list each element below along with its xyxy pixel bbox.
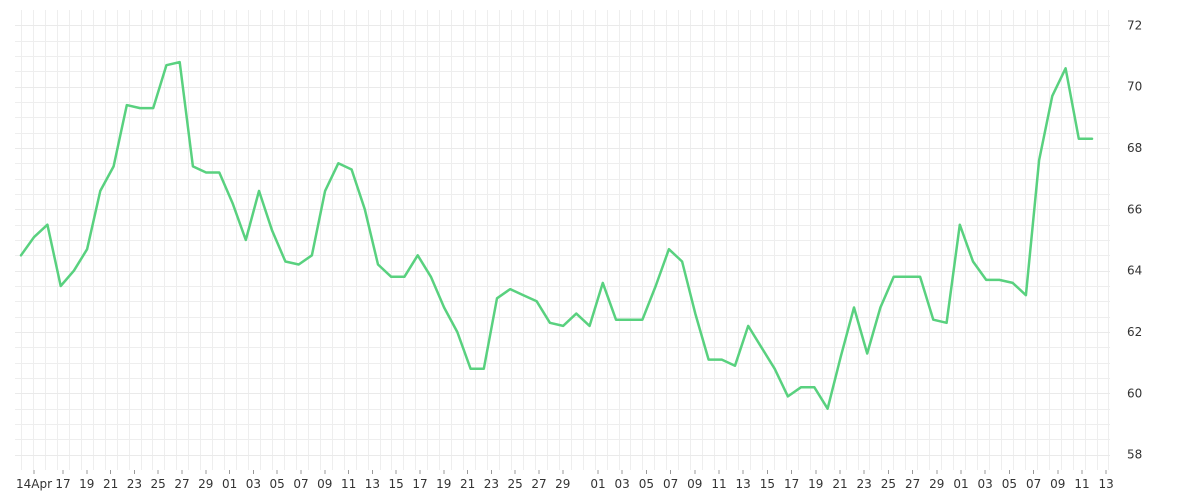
x-tick-label: 13: [1099, 477, 1114, 491]
y-tick-label: 70: [1127, 80, 1142, 94]
x-tick-label: 05: [270, 477, 285, 491]
x-tick-label: 13: [365, 477, 380, 491]
y-tick-label: 66: [1127, 202, 1142, 216]
x-tick-label: 29: [555, 477, 570, 491]
y-tick-label: 60: [1127, 386, 1142, 400]
x-tick-label: 27: [531, 477, 546, 491]
x-tick-label: 29: [198, 477, 213, 491]
x-tick-label: 17: [55, 477, 70, 491]
x-tick-label: 17: [784, 477, 799, 491]
x-tick-label: 05: [639, 477, 654, 491]
x-tick-label: 13: [736, 477, 751, 491]
y-tick-label: 68: [1127, 141, 1142, 155]
x-tick-label: 07: [663, 477, 678, 491]
x-tick-label: 17: [412, 477, 427, 491]
x-tick-label: 03: [978, 477, 993, 491]
x-tick-label: 19: [808, 477, 823, 491]
x-tick-label: 11: [711, 477, 726, 491]
x-tick-label: 01: [590, 477, 605, 491]
x-tick-label: 29: [929, 477, 944, 491]
x-tick-label: 03: [615, 477, 630, 491]
grid: [15, 10, 1110, 470]
x-tick-label: 23: [857, 477, 872, 491]
x-tick-label: 03: [246, 477, 261, 491]
x-tick-label: 05: [1002, 477, 1017, 491]
y-tick-label: 58: [1127, 448, 1142, 462]
x-tick-label: 01: [953, 477, 968, 491]
series-line: [19, 60, 1094, 410]
x-tick-label: 25: [881, 477, 896, 491]
y-tick-label: 72: [1127, 18, 1142, 32]
y-axis: 58 60 62 64 66 68 70 72: [1127, 18, 1142, 461]
x-tick-label: 19: [436, 477, 451, 491]
x-tick-label: 27: [905, 477, 920, 491]
x-tick-label: 25: [151, 477, 166, 491]
x-tick-label: 15: [389, 477, 404, 491]
x-tick-label: 21: [103, 477, 118, 491]
x-tick-label: 09: [687, 477, 702, 491]
x-tick-label: 23: [127, 477, 142, 491]
x-tick-label: 25: [508, 477, 523, 491]
y-tick-label: 62: [1127, 325, 1142, 339]
x-tick-label: 19: [79, 477, 94, 491]
x-tick-label: 09: [1050, 477, 1065, 491]
x-tick-label: 21: [460, 477, 475, 491]
x-tick-label: 14Apr: [16, 477, 52, 491]
x-tick-label: 15: [760, 477, 775, 491]
x-tick-label: 07: [293, 477, 308, 491]
x-tick-label: 11: [341, 477, 356, 491]
x-tick-label: 01: [222, 477, 237, 491]
x-tick-label: 21: [832, 477, 847, 491]
x-tick-label: 23: [484, 477, 499, 491]
x-tick-label: 07: [1026, 477, 1041, 491]
x-axis: 14Apr 17 19 21 23 25 27 29 01 03 05 07 09 11 13 15 17 19 2…: [16, 470, 1114, 491]
x-tick-label: 11: [1074, 477, 1089, 491]
x-tick-label: 27: [174, 477, 189, 491]
y-tick-label: 64: [1127, 264, 1142, 278]
series-layer: [19, 60, 1094, 410]
x-tick-label: 09: [317, 477, 332, 491]
